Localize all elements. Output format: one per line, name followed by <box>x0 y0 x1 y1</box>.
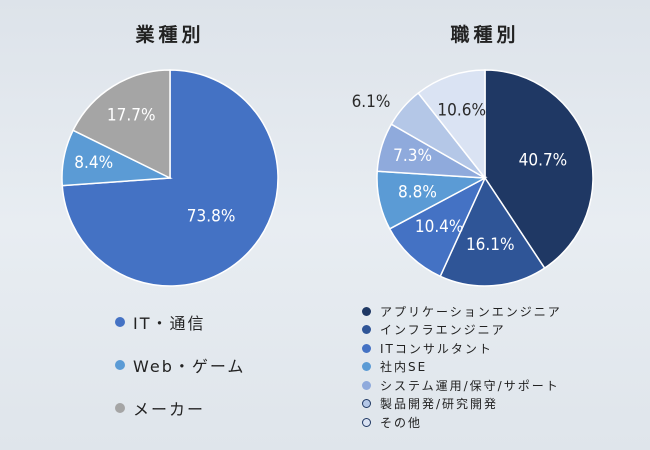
pie1-slice-label-5: 6.1% <box>352 92 391 112</box>
pie0-slice-label-1: 8.4% <box>74 153 113 173</box>
pie1-slice-label-1: 16.1% <box>466 235 515 255</box>
pie1-slice-1 <box>439 176 546 287</box>
pie1-slice-label-2: 10.4% <box>415 217 464 237</box>
legend-label: インフラエンジニア <box>380 323 506 338</box>
legend-label: システム運用/保守/サポート <box>380 378 560 393</box>
pie0-slice-label-0: 73.8% <box>187 206 236 226</box>
legend-swatch <box>362 343 371 353</box>
legend-label: 社内SE <box>380 360 428 375</box>
legend-swatch <box>362 362 371 372</box>
legend-industry: IT・通信 Web・ゲーム メーカー <box>115 300 245 429</box>
chart-title-occupation: 職種別 <box>450 24 520 46</box>
legend-label: アプリケーションエンジニア <box>380 304 562 319</box>
legend1-item-1: インフラエンジニア <box>362 321 562 340</box>
legend-swatch <box>115 359 125 370</box>
pie0-slice-label-2: 17.7% <box>107 106 156 126</box>
pie1-slice-6 <box>417 69 486 181</box>
legend-swatch <box>362 306 371 316</box>
legend-label: IT・通信 <box>133 313 206 333</box>
legend0-item-0: IT・通信 <box>115 300 245 343</box>
legend1-item-2: ITコンサルタント <box>362 339 562 358</box>
legend-swatch <box>362 399 371 409</box>
legend1-item-3: 社内SE <box>362 358 562 377</box>
pie1-slice-label-4: 7.3% <box>393 146 432 166</box>
pie1-slice-2 <box>388 176 487 278</box>
legend-label: 製品開発/研究開発 <box>380 397 499 412</box>
legend1-item-6: その他 <box>362 413 562 432</box>
pie1-slice-label-6: 10.6% <box>437 101 486 121</box>
legend-swatch <box>115 402 125 413</box>
legend0-item-1: Web・ゲーム <box>115 343 245 386</box>
legend0-item-2: メーカー <box>115 386 245 429</box>
legend-label: その他 <box>380 415 423 430</box>
legend-swatch <box>115 316 125 327</box>
chart-title-industry: 業種別 <box>135 24 205 46</box>
legend1-item-5: 製品開発/研究開発 <box>362 395 562 414</box>
legend-label: メーカー <box>133 399 206 419</box>
legend-label: ITコンサルタント <box>380 341 493 356</box>
legend-label: Web・ゲーム <box>133 356 246 376</box>
legend-swatch <box>362 380 371 390</box>
pie1-slice-label-3: 8.8% <box>398 183 437 203</box>
legend1-item-0: アプリケーションエンジニア <box>362 302 562 321</box>
pie0-slice-2 <box>72 69 171 180</box>
legend-occupation: アプリケーションエンジニア インフラエンジニア ITコンサルタント 社内SE システム運… <box>362 302 562 432</box>
legend-swatch <box>362 417 371 427</box>
pie1-slice-label-0: 40.7% <box>519 151 568 171</box>
legend1-item-4: システム運用/保守/サポート <box>362 376 562 395</box>
legend-swatch <box>362 325 371 335</box>
